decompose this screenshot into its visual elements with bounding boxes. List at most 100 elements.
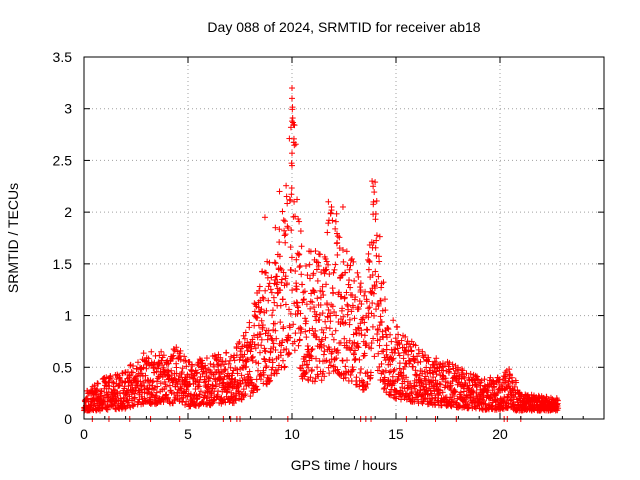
data-point	[109, 378, 116, 385]
data-point	[222, 366, 229, 373]
data-point	[255, 367, 262, 374]
data-point	[130, 395, 137, 402]
data-point	[178, 369, 185, 376]
y-tick-label: 2.5	[53, 152, 73, 168]
data-point	[279, 337, 286, 344]
data-point	[251, 341, 258, 348]
data-point	[218, 394, 225, 401]
data-point	[114, 371, 121, 378]
data-point	[292, 213, 299, 220]
data-point	[137, 378, 144, 385]
data-point	[196, 391, 203, 398]
data-point	[158, 348, 165, 355]
data-point	[233, 392, 240, 399]
data-point	[281, 364, 288, 371]
data-point	[289, 104, 296, 111]
data-point	[276, 253, 283, 260]
data-point	[182, 401, 189, 408]
data-point	[256, 283, 263, 290]
data-point	[247, 393, 254, 400]
data-point	[250, 332, 257, 339]
y-tick-label: 2	[64, 204, 72, 220]
data-point	[84, 395, 91, 402]
data-point	[103, 374, 110, 381]
data-point	[284, 200, 291, 207]
data-point	[246, 319, 253, 326]
data-point	[202, 362, 209, 369]
data-point	[278, 342, 285, 349]
data-point	[269, 312, 276, 319]
data-point	[104, 406, 111, 413]
data-point	[234, 370, 241, 377]
data-point	[204, 393, 211, 400]
data-point	[273, 335, 280, 342]
data-point	[263, 269, 270, 276]
data-point	[254, 314, 261, 321]
data-point	[263, 363, 270, 370]
data-point	[254, 386, 261, 393]
data-point	[259, 322, 266, 329]
data-point	[268, 274, 275, 281]
data-point	[233, 352, 240, 359]
data-point	[258, 372, 265, 379]
data-point	[232, 397, 239, 404]
data-point	[223, 349, 230, 356]
data-point	[238, 372, 245, 379]
data-point	[262, 358, 269, 365]
data-point	[280, 269, 287, 276]
data-point	[258, 342, 265, 349]
data-point	[282, 301, 289, 308]
data-point	[209, 382, 216, 389]
data-point	[280, 323, 287, 330]
data-point	[291, 338, 298, 345]
data-point	[248, 376, 255, 383]
data-point	[276, 239, 283, 246]
data-point	[279, 357, 286, 364]
data-point	[293, 286, 300, 293]
data-point	[207, 360, 214, 367]
data-point	[194, 369, 201, 376]
data-point	[283, 182, 290, 189]
data-point	[288, 254, 295, 261]
data-point	[213, 357, 220, 364]
data-point	[117, 390, 124, 397]
data-point	[283, 193, 290, 200]
data-point	[260, 371, 267, 378]
data-point	[286, 196, 293, 203]
data-point	[282, 273, 289, 280]
data-point	[214, 362, 221, 369]
data-point	[269, 307, 276, 314]
data-point	[277, 265, 284, 272]
data-point	[193, 400, 200, 407]
y-tick-label: 3.5	[53, 49, 73, 65]
data-point	[195, 382, 202, 389]
data-point	[141, 383, 148, 390]
data-point	[106, 382, 113, 389]
data-point	[193, 396, 200, 403]
data-point	[122, 405, 129, 412]
data-point	[192, 378, 199, 385]
data-point	[268, 289, 275, 296]
data-point	[223, 389, 230, 396]
data-point	[246, 368, 253, 375]
data-point	[291, 142, 298, 149]
data-point	[257, 297, 264, 304]
data-point	[243, 363, 250, 370]
x-tick-label: 10	[284, 426, 300, 442]
data-point	[215, 351, 222, 358]
data-point	[278, 279, 285, 286]
data-point	[247, 348, 254, 355]
data-point	[258, 306, 265, 313]
data-point	[287, 334, 294, 341]
data-point	[241, 335, 248, 342]
data-point	[199, 357, 206, 364]
y-tick-label: 0.5	[53, 359, 73, 375]
data-point	[163, 383, 170, 390]
data-point	[258, 336, 265, 343]
data-point	[269, 356, 276, 363]
data-point	[203, 355, 210, 362]
data-point	[259, 268, 266, 275]
data-point	[94, 386, 101, 393]
data-point	[110, 383, 117, 390]
data-point	[259, 294, 266, 301]
